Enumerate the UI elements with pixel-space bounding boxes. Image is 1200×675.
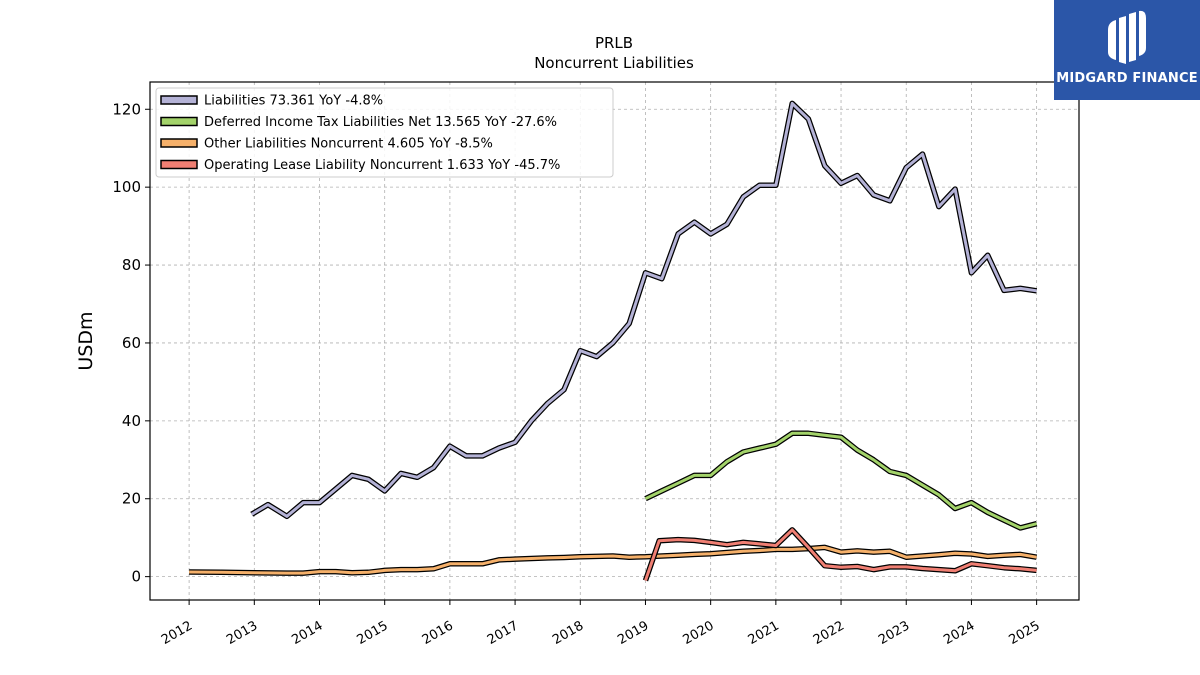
y-tick-label: 0 <box>131 568 141 586</box>
legend-item: Other Liabilities Noncurrent 4.605 YoY -… <box>160 137 493 152</box>
chart-subtitle: Noncurrent Liabilities <box>534 54 694 72</box>
y-axis-label: USDm <box>75 311 97 370</box>
series-path <box>644 431 1037 530</box>
legend-label: Liabilities 73.361 YoY -4.8% <box>204 94 383 109</box>
logo-brand-text: MIDGARD FINANCE <box>1056 71 1198 86</box>
plot-frame <box>149 81 1080 601</box>
x-tick-label: 2019 <box>615 618 651 648</box>
x-tick-label: 2015 <box>355 618 391 648</box>
legend: Liabilities 73.361 YoY -4.8% Deferred Inc… <box>155 87 614 178</box>
x-tick-label: 2025 <box>1006 618 1042 648</box>
series-path <box>250 101 1037 518</box>
series-line-2 <box>644 430 1038 531</box>
series-line-1 <box>250 100 1038 520</box>
x-tick-label: 2018 <box>550 618 586 648</box>
logo-mark-icon <box>1108 10 1146 64</box>
y-axis-ticks: 0 20 40 60 80 100 120 <box>112 100 150 586</box>
x-tick-label: 2020 <box>680 618 716 648</box>
legend-label: Other Liabilities Noncurrent 4.605 YoY -… <box>204 137 493 152</box>
y-tick-label: 40 <box>122 412 141 430</box>
legend-item: Deferred Income Tax Liabilities Net 13.5… <box>160 115 557 130</box>
y-tick-label: 20 <box>122 490 141 508</box>
x-tick-label: 2014 <box>289 618 325 648</box>
series-line-3 <box>189 544 1038 576</box>
brand-logo: MIDGARD FINANCE <box>1054 0 1200 100</box>
legend-swatch <box>160 116 198 127</box>
legend-swatch <box>160 95 198 105</box>
x-tick-label: 2013 <box>224 618 260 648</box>
series-path <box>189 545 1037 575</box>
legend-item: Operating Lease Liability Noncurrent 1.6… <box>160 158 560 173</box>
x-tick-label: 2023 <box>876 618 912 648</box>
x-tick-label: 2022 <box>811 618 847 648</box>
series-line-4 <box>642 527 1037 582</box>
x-tick-label: 2017 <box>485 618 521 648</box>
y-tick-label: 80 <box>122 256 141 274</box>
x-tick-label: 2012 <box>159 618 195 648</box>
y-tick-label: 120 <box>112 100 141 118</box>
y-tick-label: 60 <box>122 334 141 352</box>
legend-box <box>155 87 614 178</box>
series-layer <box>189 100 1038 582</box>
chart-title: PRLB <box>595 34 633 52</box>
legend-label: Operating Lease Liability Noncurrent 1.6… <box>204 158 560 173</box>
x-tick-label: 2024 <box>941 618 977 648</box>
legend-item: Liabilities 73.361 YoY -4.8% <box>160 94 383 109</box>
y-tick-label: 100 <box>112 178 141 196</box>
legend-label: Deferred Income Tax Liabilities Net 13.5… <box>204 115 557 130</box>
legend-swatch <box>160 138 198 148</box>
x-tick-label: 2021 <box>746 618 782 648</box>
x-tick-label: 2016 <box>420 618 456 648</box>
x-axis-ticks: 2012 2013 2014 2015 2016 2017 2018 2019 2020 2021… <box>159 600 1043 648</box>
series-path <box>644 528 1037 581</box>
legend-swatch <box>160 159 198 170</box>
